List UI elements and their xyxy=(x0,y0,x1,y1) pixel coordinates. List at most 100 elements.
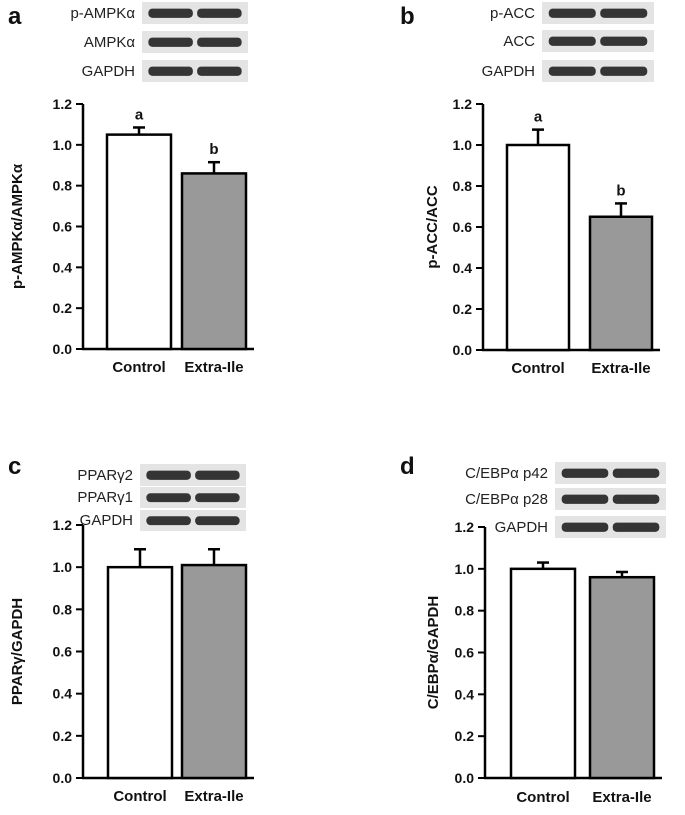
blot-background xyxy=(542,30,654,52)
category-label: Extra-Ile xyxy=(184,788,243,805)
blot-label: AMPKα xyxy=(84,34,136,51)
y-tick-label: 1.2 xyxy=(53,517,73,533)
blot-label: PPARγ1 xyxy=(77,489,133,506)
y-tick-label: 1.2 xyxy=(455,519,475,535)
category-label: Control xyxy=(113,788,166,805)
y-tick-label: 1.0 xyxy=(455,561,475,577)
panel-b: b p-ACC ACC GAPDH 0.0 0.2 0.4 0.6 0.8 1.0 1.2 p-ACC… xyxy=(400,2,660,377)
blot-background xyxy=(142,60,248,82)
blot-label: PPARγ2 xyxy=(77,467,133,484)
category-label: Control xyxy=(112,359,165,376)
blot-band xyxy=(146,516,191,526)
y-tick-label: 0.6 xyxy=(453,219,473,235)
blot-strip: PPARγ2 xyxy=(77,464,246,486)
y-tick-label: 0.0 xyxy=(453,342,473,358)
blot-strip: p-AMPKα xyxy=(70,2,248,24)
blot-band xyxy=(197,37,242,47)
y-tick-label: 0.4 xyxy=(53,686,73,702)
blot-label: ACC xyxy=(503,33,535,50)
y-tick-label: 1.0 xyxy=(453,137,473,153)
western-blot: p-ACC ACC GAPDH xyxy=(482,2,654,82)
category-label: Control xyxy=(511,360,564,377)
y-tick-label: 0.6 xyxy=(455,645,475,661)
bar-plot: 0.0 0.2 0.4 0.6 0.8 1.0 1.2 PPARγ/GAPDH Control E… xyxy=(9,517,254,805)
blot-background xyxy=(555,462,666,484)
blot-band xyxy=(548,66,596,76)
bar-control xyxy=(505,143,571,352)
blot-band xyxy=(600,36,648,46)
western-blot: C/EBPα p42 C/EBPα p28 GAPDH xyxy=(465,462,666,538)
blot-band xyxy=(148,37,193,47)
blot-band xyxy=(548,36,596,46)
blot-band xyxy=(600,8,648,18)
y-tick-label: 0.0 xyxy=(53,770,73,786)
blot-band xyxy=(146,493,191,503)
blot-band xyxy=(612,468,660,478)
bar-control xyxy=(106,565,174,780)
y-tick-label: 0.0 xyxy=(455,770,475,786)
blot-band xyxy=(195,516,240,526)
y-axis-label: p-AMPKα/AMPKα xyxy=(9,163,26,289)
y-tick-label: 0.6 xyxy=(53,219,73,235)
bar-extra-ile xyxy=(588,215,654,352)
significance-letter: b xyxy=(209,141,218,158)
category-label: Extra-Ile xyxy=(591,360,650,377)
panel-letter: c xyxy=(8,453,21,480)
blot-band xyxy=(148,66,193,76)
y-axis-label: PPARγ/GAPDH xyxy=(9,598,26,705)
blot-band xyxy=(612,494,660,504)
blot-band xyxy=(195,493,240,503)
y-tick-label: 0.2 xyxy=(453,301,473,317)
blot-band xyxy=(561,468,609,478)
y-tick-label: 0.4 xyxy=(455,686,475,702)
blot-band xyxy=(612,522,660,532)
blot-strip: GAPDH xyxy=(482,60,654,82)
blot-strip: GAPDH xyxy=(82,60,248,82)
blot-strip: AMPKα xyxy=(84,31,248,53)
western-blot: PPARγ2 PPARγ1 GAPDH xyxy=(77,464,246,531)
blot-band xyxy=(548,8,596,18)
blot-band xyxy=(561,494,609,504)
y-tick-label: 0.0 xyxy=(53,341,73,357)
blot-band xyxy=(148,8,193,18)
blot-strip: C/EBPα p28 xyxy=(465,488,666,510)
bar-extra-ile xyxy=(180,172,248,351)
bar-extra-ile xyxy=(588,575,656,780)
y-tick-label: 0.8 xyxy=(53,178,73,194)
panel-letter: a xyxy=(8,3,22,30)
significance-letter: a xyxy=(534,109,543,126)
significance-letter: b xyxy=(616,182,625,199)
y-tick-label: 0.8 xyxy=(453,178,473,194)
blot-label: C/EBPα p42 xyxy=(465,465,548,482)
blot-label: p-AMPKα xyxy=(70,5,135,22)
blot-strip: GAPDH xyxy=(80,510,246,531)
blot-background xyxy=(555,488,666,510)
bar-plot: 0.0 0.2 0.4 0.6 0.8 1.0 1.2 C/EBPα/GAPDH Control… xyxy=(425,519,662,806)
blot-background xyxy=(542,2,654,24)
blot-label: GAPDH xyxy=(82,63,135,80)
blot-background xyxy=(542,60,654,82)
blot-band xyxy=(195,470,240,480)
bar-control xyxy=(509,567,577,780)
western-blot: p-AMPKα AMPKα GAPDH xyxy=(70,2,248,82)
panel-letter: b xyxy=(400,3,415,30)
blot-band xyxy=(197,8,242,18)
y-tick-label: 1.0 xyxy=(53,559,73,575)
y-tick-label: 0.2 xyxy=(455,728,475,744)
blot-band xyxy=(197,66,242,76)
panel-letter: d xyxy=(400,453,415,480)
y-tick-label: 0.4 xyxy=(53,259,73,275)
bar-plot: 0.0 0.2 0.4 0.6 0.8 1.0 1.2 p-AMPKα/AMPKα a Contr… xyxy=(9,96,254,376)
y-tick-label: 0.2 xyxy=(53,728,73,744)
blot-strip: PPARγ1 xyxy=(77,487,246,508)
bar-extra-ile xyxy=(180,563,248,780)
category-label: Control xyxy=(516,789,569,806)
y-tick-label: 1.2 xyxy=(453,96,473,112)
blot-background xyxy=(140,510,246,531)
blot-label: GAPDH xyxy=(495,519,548,536)
y-tick-label: 0.2 xyxy=(53,300,73,316)
blot-band xyxy=(600,66,648,76)
y-tick-label: 0.8 xyxy=(53,601,73,617)
blot-background xyxy=(140,464,246,486)
